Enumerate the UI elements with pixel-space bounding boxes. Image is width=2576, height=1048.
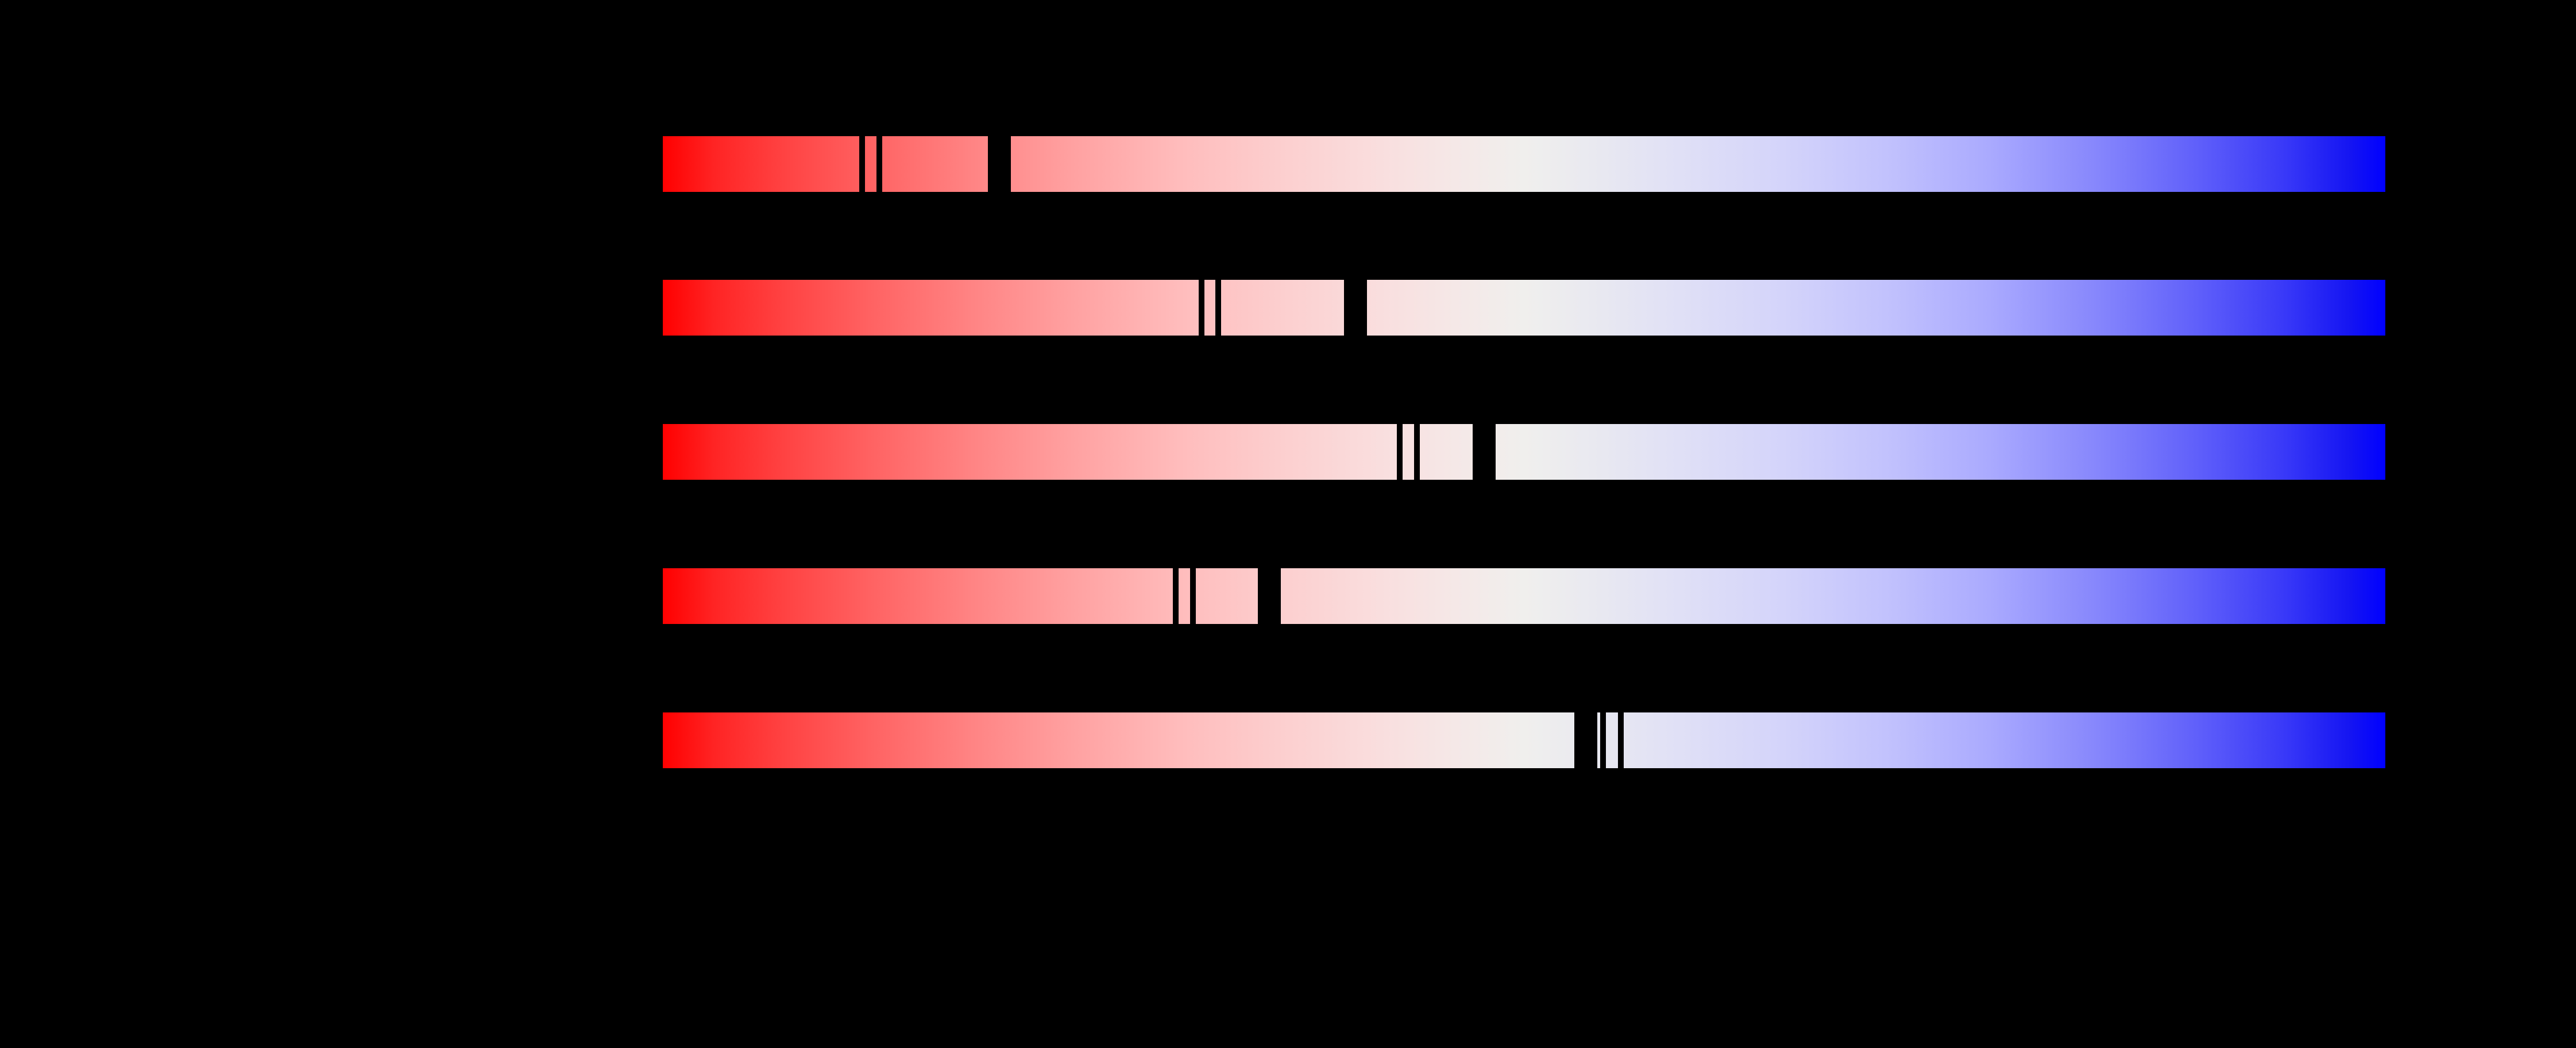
thick-mark-row-2 xyxy=(1344,280,1367,336)
thin-mark-2-row-2 xyxy=(1215,280,1221,336)
thin-mark-2-row-4 xyxy=(1190,568,1196,624)
thin-mark-2-row-5 xyxy=(1618,712,1624,768)
thick-mark-row-5 xyxy=(1574,712,1597,768)
gradient-bar-row-2 xyxy=(663,280,2385,336)
thick-mark-row-4 xyxy=(1258,568,1281,624)
thick-mark-row-1 xyxy=(988,136,1011,192)
gradient-bar-row-3 xyxy=(663,424,2385,480)
thin-mark-2-row-3 xyxy=(1414,424,1420,480)
thin-mark-1-row-3 xyxy=(1397,424,1403,480)
gradient-bar-row-4 xyxy=(663,568,2385,624)
gradient-bar-row-1 xyxy=(663,136,2385,192)
thin-mark-1-row-5 xyxy=(1600,712,1606,768)
thin-mark-1-row-4 xyxy=(1173,568,1179,624)
thin-mark-1-row-2 xyxy=(1199,280,1204,336)
thin-mark-2-row-1 xyxy=(876,136,882,192)
gradient-bar-row-5 xyxy=(663,712,2385,768)
thin-mark-1-row-1 xyxy=(859,136,865,192)
thick-mark-row-3 xyxy=(1473,424,1496,480)
